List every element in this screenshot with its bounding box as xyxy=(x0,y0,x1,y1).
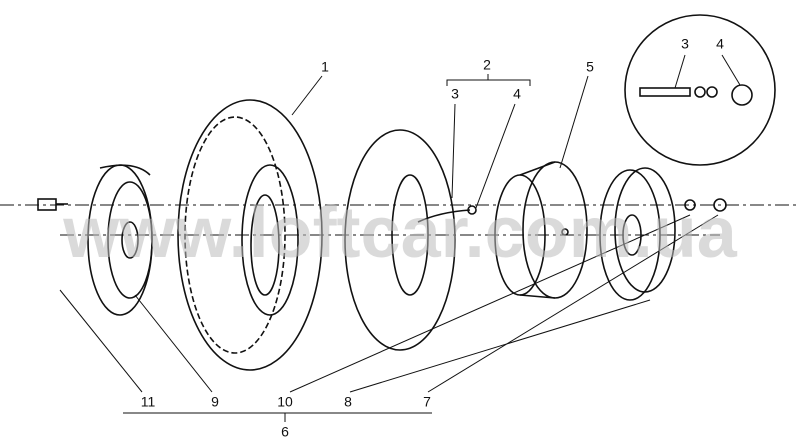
rim xyxy=(494,161,588,299)
nut xyxy=(713,198,727,212)
callout: 11 xyxy=(141,394,156,410)
callout: 10 xyxy=(277,394,293,410)
callout: 8 xyxy=(344,394,352,410)
valve-inset xyxy=(624,14,776,166)
callout: 5 xyxy=(586,59,594,75)
callout: 1 xyxy=(321,59,329,75)
callout: 7 xyxy=(423,394,431,410)
watermark: www.loftcar.com.ua xyxy=(62,193,737,273)
wheel-disc xyxy=(599,167,676,301)
washer xyxy=(684,199,696,211)
callout: 2 xyxy=(483,57,491,73)
callout: 9 xyxy=(211,394,219,410)
hub xyxy=(87,164,153,316)
callout: 3 xyxy=(451,86,459,102)
inset-callout: 3 xyxy=(681,36,689,52)
callout: 4 xyxy=(513,86,521,102)
inset-callout: 4 xyxy=(716,36,724,52)
bolt xyxy=(37,198,68,211)
callout: 6 xyxy=(281,424,289,440)
tire xyxy=(177,99,323,371)
inner-tube xyxy=(344,129,477,351)
leader-lines xyxy=(59,74,719,422)
